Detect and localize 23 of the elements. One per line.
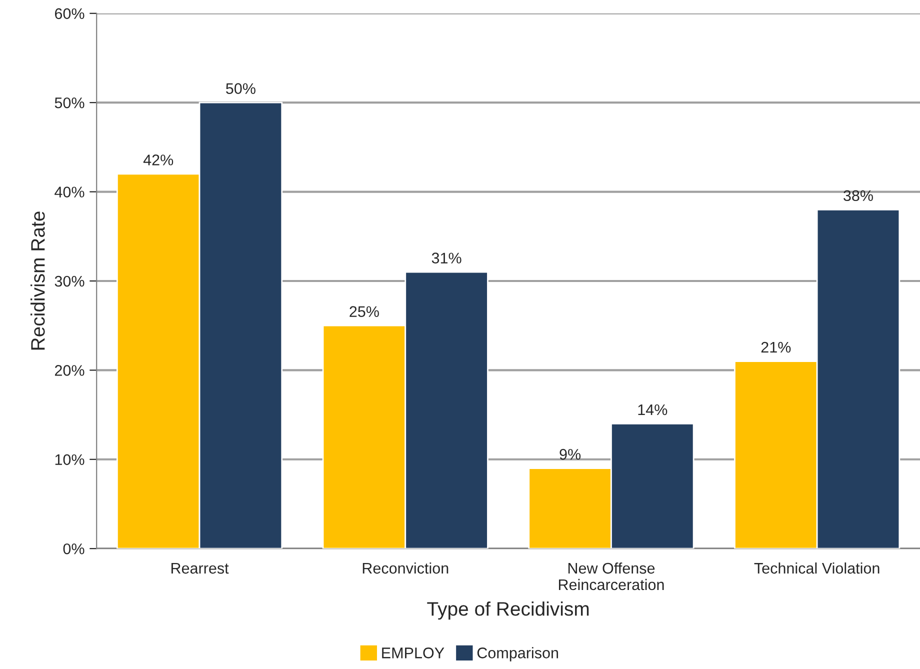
data-label: 50% <box>226 83 256 94</box>
data-label: 14% <box>638 404 668 416</box>
data-label: 42% <box>143 154 174 166</box>
y-tick-label: 50% <box>54 97 84 108</box>
y-tick-label: 20% <box>54 365 84 376</box>
y-tick-label: 30% <box>54 276 84 287</box>
x-tick-label: Reconviction <box>362 562 448 574</box>
y-tick-label: 60% <box>54 8 84 20</box>
x-tick-label: New Offense Reincarceration <box>558 562 664 590</box>
x-tick-label: Technical Violation <box>754 562 880 574</box>
data-label: 9% <box>560 448 581 460</box>
data-label: 25% <box>350 306 379 318</box>
data-label: 31% <box>432 252 462 264</box>
y-tick-label: 10% <box>55 454 84 466</box>
x-axis-title: Type of Recidivism <box>427 602 589 620</box>
x-tick-label: Rearrest <box>171 563 229 574</box>
y-tick-label: 40% <box>54 186 84 198</box>
legend-label: EMPLOY <box>382 648 444 658</box>
y-tick-label: 0% <box>63 543 84 554</box>
legend-label: Comparison <box>477 647 558 662</box>
data-label: 21% <box>761 342 791 353</box>
data-label: 38% <box>844 190 873 202</box>
y-axis-title: Recidivism Rate <box>30 212 45 350</box>
